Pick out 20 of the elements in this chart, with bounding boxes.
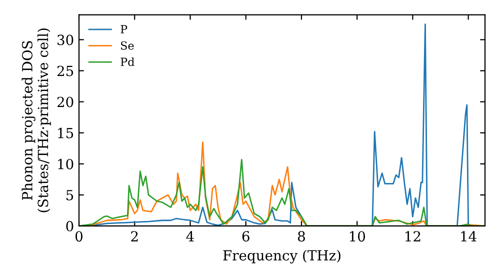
y-tick-label: 20 [57, 96, 74, 108]
x-tick-label: 6 [242, 231, 250, 242]
x-tick-label: 8 [298, 231, 305, 242]
y-tick-label: 25 [57, 66, 74, 76]
y-tick-label: 30 [58, 34, 74, 46]
x-tick-label: 14 [461, 231, 476, 242]
y-tick-label: 15 [58, 128, 74, 138]
y-tick-label: 5 [66, 190, 74, 200]
x-tick-label: 4 [186, 231, 194, 242]
x-tick-label: 2 [131, 231, 138, 242]
legend-label: P [120, 25, 128, 34]
x-tick-label: 0 [75, 231, 82, 242]
legend-label: Se [121, 41, 134, 50]
y-tick-label: 10 [58, 158, 74, 170]
y-tick-label: 0 [66, 220, 74, 232]
legend-label: Pd [120, 57, 134, 66]
x-tick-label: 12 [406, 231, 420, 242]
y-axis-title: Phonon projected DOS (States/THz·primitive cell) [22, 28, 51, 212]
x-axis-title: Frequency (THz) [223, 250, 340, 264]
x-tick-label: 10 [350, 231, 365, 242]
